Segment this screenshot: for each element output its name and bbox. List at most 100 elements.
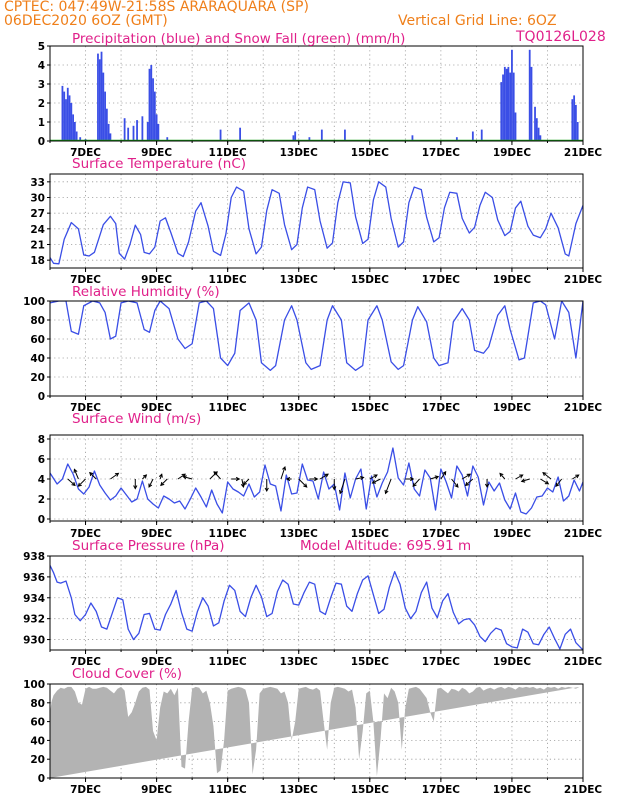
precipitation-bar: [146, 122, 149, 141]
x-tick-label: 11DEC: [209, 402, 248, 414]
wind-series-line: [50, 447, 583, 515]
y-tick-label: 80: [30, 315, 45, 327]
x-tick-label: 15DEC: [351, 656, 390, 668]
y-tick-label: 30: [30, 193, 45, 205]
y-tick-label: 930: [23, 635, 45, 647]
x-tick-label: 19DEC: [493, 402, 532, 414]
wind-vector-head: [464, 481, 470, 487]
wind-vector-head: [213, 471, 218, 476]
wind-vector-head: [384, 489, 389, 495]
rh-title: Relative Humidity (%): [72, 284, 220, 300]
y-tick-label: 5: [38, 41, 45, 53]
y-tick-label: 4: [38, 474, 45, 486]
wind-vector: [148, 478, 154, 488]
precip-panel: 0 1 2 3 4 5 7DEC 9DEC 11DEC 13DEC 15DEC 17DEC 19DEC 2…: [38, 31, 603, 159]
precipitation-bar: [127, 127, 130, 141]
wind-vector-head: [324, 473, 329, 478]
wind-vector-head: [442, 470, 447, 476]
precipitation-bar: [152, 78, 154, 141]
wind-vector-head: [133, 485, 138, 490]
wind-plot-area: [50, 447, 583, 515]
precipitation-bar: [155, 114, 158, 141]
precipitation-bar: [141, 116, 144, 141]
wind-vector: [540, 478, 549, 485]
y-tick-label: 60: [30, 334, 45, 346]
y-tick-label: 0: [38, 514, 45, 526]
temp-series-line: [50, 181, 583, 265]
precipitation-bar: [514, 112, 517, 141]
wind-vector: [440, 471, 447, 480]
precipitation-bar: [219, 129, 222, 141]
y-tick-label: 33: [30, 177, 45, 189]
precipitation-bar: [72, 114, 74, 141]
x-tick-label: 13DEC: [280, 274, 319, 286]
rh-panel: 0 20 40 60 80 100 7DEC 9DEC 11DEC 13DEC 15DEC 17DEC…: [23, 284, 602, 414]
wind-vector: [183, 476, 193, 480]
wind-vector-head: [412, 482, 417, 487]
x-tick-label: 7DEC: [70, 656, 101, 668]
x-tick-label: 15DEC: [351, 274, 390, 286]
x-tick-label: 19DEC: [493, 147, 532, 159]
wind-vector-head: [575, 474, 580, 479]
precipitation-bar: [500, 82, 503, 141]
y-tick-label: 40: [30, 735, 45, 747]
wind-vector-head: [114, 472, 120, 477]
x-tick-label: 11DEC: [209, 784, 248, 796]
x-tick-label: 11DEC: [209, 147, 248, 159]
precipitation-bar: [68, 95, 71, 141]
precipitation-bar: [153, 91, 156, 141]
precipitation-bar: [104, 91, 106, 141]
wind-vector-head: [73, 468, 78, 473]
precipitation-bar: [70, 103, 73, 141]
x-tick-label: 11DEC: [209, 656, 248, 668]
x-tick-label: 7DEC: [70, 147, 101, 159]
wind-vector-head: [519, 474, 524, 479]
wind-vector: [67, 478, 76, 486]
precipitation-bar: [576, 122, 579, 141]
wind-vector: [572, 474, 580, 480]
precipitation-bar: [308, 137, 311, 141]
y-tick-label: 18: [30, 255, 45, 267]
x-tick-label: 17DEC: [422, 528, 461, 540]
y-tick-label: 40: [30, 353, 45, 365]
y-tick-label: 20: [30, 372, 45, 384]
wind-vector-head: [282, 466, 287, 471]
x-tick-label: 13DEC: [280, 656, 319, 668]
x-tick-label: 19DEC: [493, 784, 532, 796]
wind-vector: [555, 478, 563, 487]
precipitation-bar: [102, 72, 105, 141]
precipitation-bar: [66, 87, 69, 141]
model-code: TQ0126L028: [516, 29, 606, 45]
temp-plot-area: [50, 181, 583, 265]
press-title: Surface Pressure (hPa): [72, 538, 225, 554]
precipitation-bar: [75, 131, 78, 141]
y-tick-label: 8: [38, 434, 45, 446]
wind-vector: [465, 478, 474, 486]
precipitation-bar: [530, 66, 533, 141]
vertical-grid-note: Vertical Grid Line: 6OZ: [398, 13, 557, 29]
precipitation-bar: [166, 137, 169, 141]
x-tick-label: 13DEC: [280, 528, 319, 540]
x-tick-label: 7DEC: [70, 528, 101, 540]
wind-vector-head: [360, 475, 365, 481]
wind-vector: [515, 474, 523, 480]
press-frame: [49, 555, 584, 651]
precipitation-bar: [480, 129, 483, 141]
x-tick-label: 21DEC: [564, 656, 603, 668]
wind-vector: [430, 476, 439, 480]
x-tick-label: 15DEC: [351, 528, 390, 540]
wind-vector: [177, 473, 186, 480]
precipitation-bar: [573, 95, 576, 141]
wind-vector-head: [142, 474, 148, 479]
y-tick-label: 3: [38, 79, 45, 91]
precipitation-bar: [63, 91, 66, 141]
wind-vector: [319, 473, 329, 480]
precipitation-bar: [507, 66, 510, 141]
precip-title: Precipitation (blue) and Snow Fall (gree…: [72, 31, 405, 47]
x-tick-label: 9DEC: [141, 274, 172, 286]
precipitation-bar: [509, 72, 512, 141]
wind-vector: [369, 474, 378, 480]
y-tick-label: 0: [38, 773, 45, 785]
x-tick-label: 19DEC: [493, 656, 532, 668]
precipitation-bar: [571, 99, 574, 141]
